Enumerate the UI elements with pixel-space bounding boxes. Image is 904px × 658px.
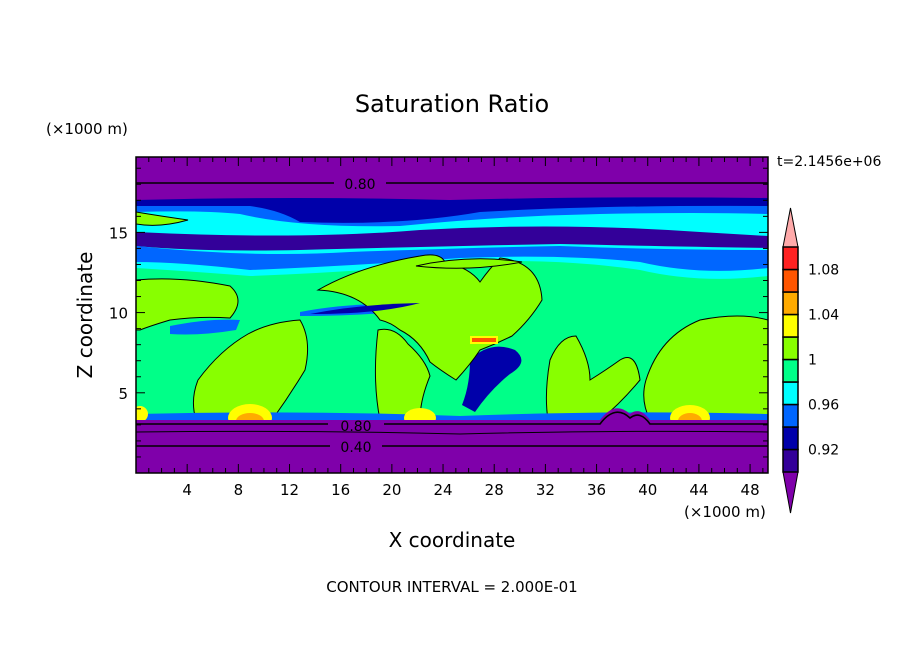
colorbar-box: [782, 336, 799, 361]
dark-streak: [310, 303, 420, 314]
x-tick-label: 8: [234, 481, 244, 499]
colorbar-box: [782, 246, 799, 271]
time-label: t=2.1456e+06: [777, 154, 881, 170]
y-tick-label: 15: [109, 224, 128, 242]
colorbar-box: [782, 426, 799, 451]
y-tick-label: 10: [109, 305, 128, 323]
colorbar-over-triangle: [782, 207, 799, 248]
blue-feature: [462, 346, 522, 412]
y-tick-label: 5: [118, 385, 128, 403]
contour-label: 0.80: [344, 177, 375, 193]
colorbar-label: 0.96: [808, 398, 839, 414]
x-tick-label: 16: [331, 481, 350, 499]
contour-lines: [135, 182, 769, 447]
colorbar: 1.08 1.04 1 0.96 0.92: [782, 207, 839, 514]
contour-label: 0.40: [340, 440, 371, 456]
x-tick-label: 12: [280, 481, 299, 499]
contour-fill: [136, 157, 768, 473]
contour-interval: CONTOUR INTERVAL = 2.000E-01: [326, 578, 577, 596]
x-tick-label: 36: [587, 481, 606, 499]
colorbar-under-triangle: [782, 471, 799, 514]
x-tick-label: 32: [536, 481, 555, 499]
x-unit-label: (×1000 m): [684, 503, 766, 521]
x-tick-label: 48: [741, 481, 760, 499]
x-tick-label: 40: [638, 481, 657, 499]
blue-streak2: [170, 319, 240, 335]
colorbar-box: [782, 268, 799, 293]
x-tick-label: 20: [382, 481, 401, 499]
y-axis-label: Z coordinate: [73, 252, 97, 379]
colorbar-box: [782, 358, 799, 383]
x-axis-label: X coordinate: [389, 528, 516, 552]
colorbar-box: [782, 448, 799, 473]
x-tick-label: 44: [689, 481, 708, 499]
colorbar-box: [782, 291, 799, 316]
x-tick-label: 28: [485, 481, 504, 499]
colorbar-box: [782, 381, 799, 406]
colorbar-label: 0.92: [808, 443, 839, 459]
x-tick-label: 24: [433, 481, 452, 499]
plot-frame: [135, 156, 769, 474]
colorbar-label: 1.04: [808, 308, 839, 324]
band-0.94-mid: [136, 246, 768, 271]
band-0.92-mid: [136, 226, 768, 251]
colorbar-label: 1.08: [808, 263, 839, 279]
contour-label: 0.80: [340, 419, 371, 435]
colorbar-label: 1: [808, 353, 817, 369]
top-purple: [136, 157, 768, 196]
y-unit-label: (×1000 m): [46, 120, 128, 138]
colorbar-box: [782, 403, 799, 428]
colorbar-box: [782, 313, 799, 338]
chart-title: Saturation Ratio: [355, 90, 549, 118]
x-tick-label: 4: [182, 481, 192, 499]
